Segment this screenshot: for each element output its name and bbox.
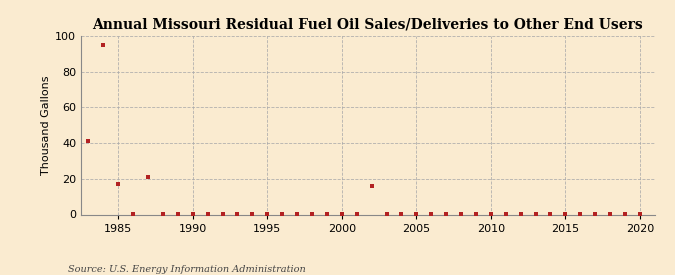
Point [470,211,481,216]
Point [232,212,243,217]
Point [157,212,168,217]
Y-axis label: Thousand Gallons: Thousand Gallons [41,75,51,175]
Point [605,212,616,217]
Point [381,212,392,217]
Point [128,211,138,216]
Point [262,212,273,217]
Point [292,211,302,216]
Point [545,211,556,216]
Point [456,211,466,216]
Point [336,212,347,217]
Point [381,211,392,216]
Point [217,211,228,216]
Point [142,175,153,179]
Point [575,211,586,216]
Point [173,211,184,216]
Point [500,212,511,217]
Point [441,212,452,217]
Point [128,212,138,217]
Point [426,212,437,217]
Title: Annual Missouri Residual Fuel Oil Sales/Deliveries to Other End Users: Annual Missouri Residual Fuel Oil Sales/… [92,18,643,32]
Point [232,211,243,216]
Point [188,212,198,217]
Point [575,212,586,217]
Point [202,212,213,217]
Point [367,184,377,188]
Point [560,212,571,217]
Point [396,212,407,217]
Point [605,211,616,216]
Text: Source: U.S. Energy Information Administration: Source: U.S. Energy Information Administ… [68,265,305,274]
Point [173,212,184,217]
Point [515,212,526,217]
Point [590,212,601,217]
Point [83,139,94,144]
Point [98,42,109,47]
Point [277,211,288,216]
Point [441,211,452,216]
Point [292,212,302,217]
Point [277,212,288,217]
Point [396,211,407,216]
Point [530,212,541,217]
Point [247,212,258,217]
Point [306,212,317,217]
Point [217,212,228,217]
Point [485,211,496,216]
Point [426,211,437,216]
Point [545,212,556,217]
Point [411,211,422,216]
Point [336,211,347,216]
Point [515,211,526,216]
Point [590,211,601,216]
Point [620,211,630,216]
Point [188,211,198,216]
Point [113,182,124,186]
Point [247,211,258,216]
Point [456,212,466,217]
Point [306,211,317,216]
Point [634,211,645,216]
Point [411,212,422,217]
Point [351,212,362,217]
Point [351,211,362,216]
Point [202,211,213,216]
Point [560,211,571,216]
Point [634,212,645,217]
Point [321,211,332,216]
Point [620,212,630,217]
Point [157,211,168,216]
Point [321,212,332,217]
Point [500,211,511,216]
Point [262,211,273,216]
Point [530,211,541,216]
Point [485,212,496,217]
Point [470,212,481,217]
